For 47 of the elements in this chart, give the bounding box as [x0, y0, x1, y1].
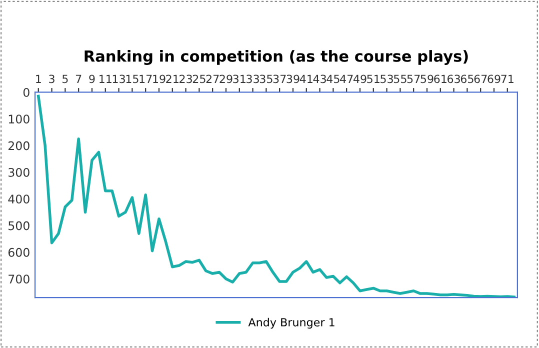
- x-tick-label: 13: [112, 74, 125, 84]
- y-tick-label: 100: [8, 114, 30, 124]
- x-tick-label: 61: [434, 74, 446, 84]
- x-tick-label: 17: [140, 74, 152, 83]
- x-tick-label: 23: [180, 74, 192, 84]
- x-tick-label: 51: [367, 74, 380, 84]
- chart-title: Ranking in competition (as the course plays): [84, 50, 468, 65]
- x-tick-label: 9: [89, 74, 95, 84]
- legend-label: Andy Brunger 1: [248, 318, 334, 329]
- x-tick-label: 11: [100, 74, 112, 83]
- x-tick-label: 5: [62, 74, 68, 84]
- y-tick-label: 0: [23, 88, 30, 97]
- x-tick-label: 47: [340, 74, 353, 83]
- y-tick-label: 200: [8, 141, 30, 150]
- y-tick-label: 400: [8, 194, 30, 204]
- x-tick-label: 65: [460, 74, 474, 84]
- x-tick-label: 49: [353, 74, 366, 84]
- x-tick-label: 7: [76, 74, 82, 83]
- x-tick-label: 39: [286, 74, 300, 84]
- x-tick-label: 29: [220, 74, 232, 84]
- x-tick-label: 67: [474, 74, 487, 84]
- x-tick-label: 21: [166, 74, 178, 83]
- x-tick-label: 45: [326, 74, 340, 84]
- x-tick-label: 33: [246, 74, 259, 84]
- x-tick-label: 25: [192, 74, 206, 84]
- x-tick-label: 31: [233, 74, 246, 84]
- x-tick-label: 53: [380, 74, 393, 84]
- y-tick-label: 600: [8, 248, 30, 257]
- x-tick-label: 63: [447, 74, 460, 84]
- x-tick-label: 27: [206, 74, 219, 83]
- y-tick-label: 700: [8, 274, 30, 284]
- x-tick-label: 15: [126, 74, 138, 84]
- y-tick-label: 300: [8, 168, 30, 177]
- x-tick-label: 55: [394, 74, 406, 84]
- x-tick-label: 69: [488, 74, 500, 84]
- x-tick-label: 41: [300, 74, 312, 83]
- y-tick-label: 500: [8, 221, 30, 230]
- x-tick-label: 71: [501, 74, 514, 83]
- x-tick-label: 59: [420, 74, 434, 84]
- x-tick-label: 43: [313, 74, 326, 84]
- x-tick-label: 57: [407, 74, 420, 84]
- x-tick-label: 37: [273, 74, 286, 84]
- line-series: [36, 94, 516, 298]
- x-tick-label: 1: [36, 74, 41, 83]
- x-tick-label: 3: [49, 74, 54, 84]
- x-tick-label: 19: [153, 74, 166, 84]
- x-tick-label: 35: [260, 74, 272, 84]
